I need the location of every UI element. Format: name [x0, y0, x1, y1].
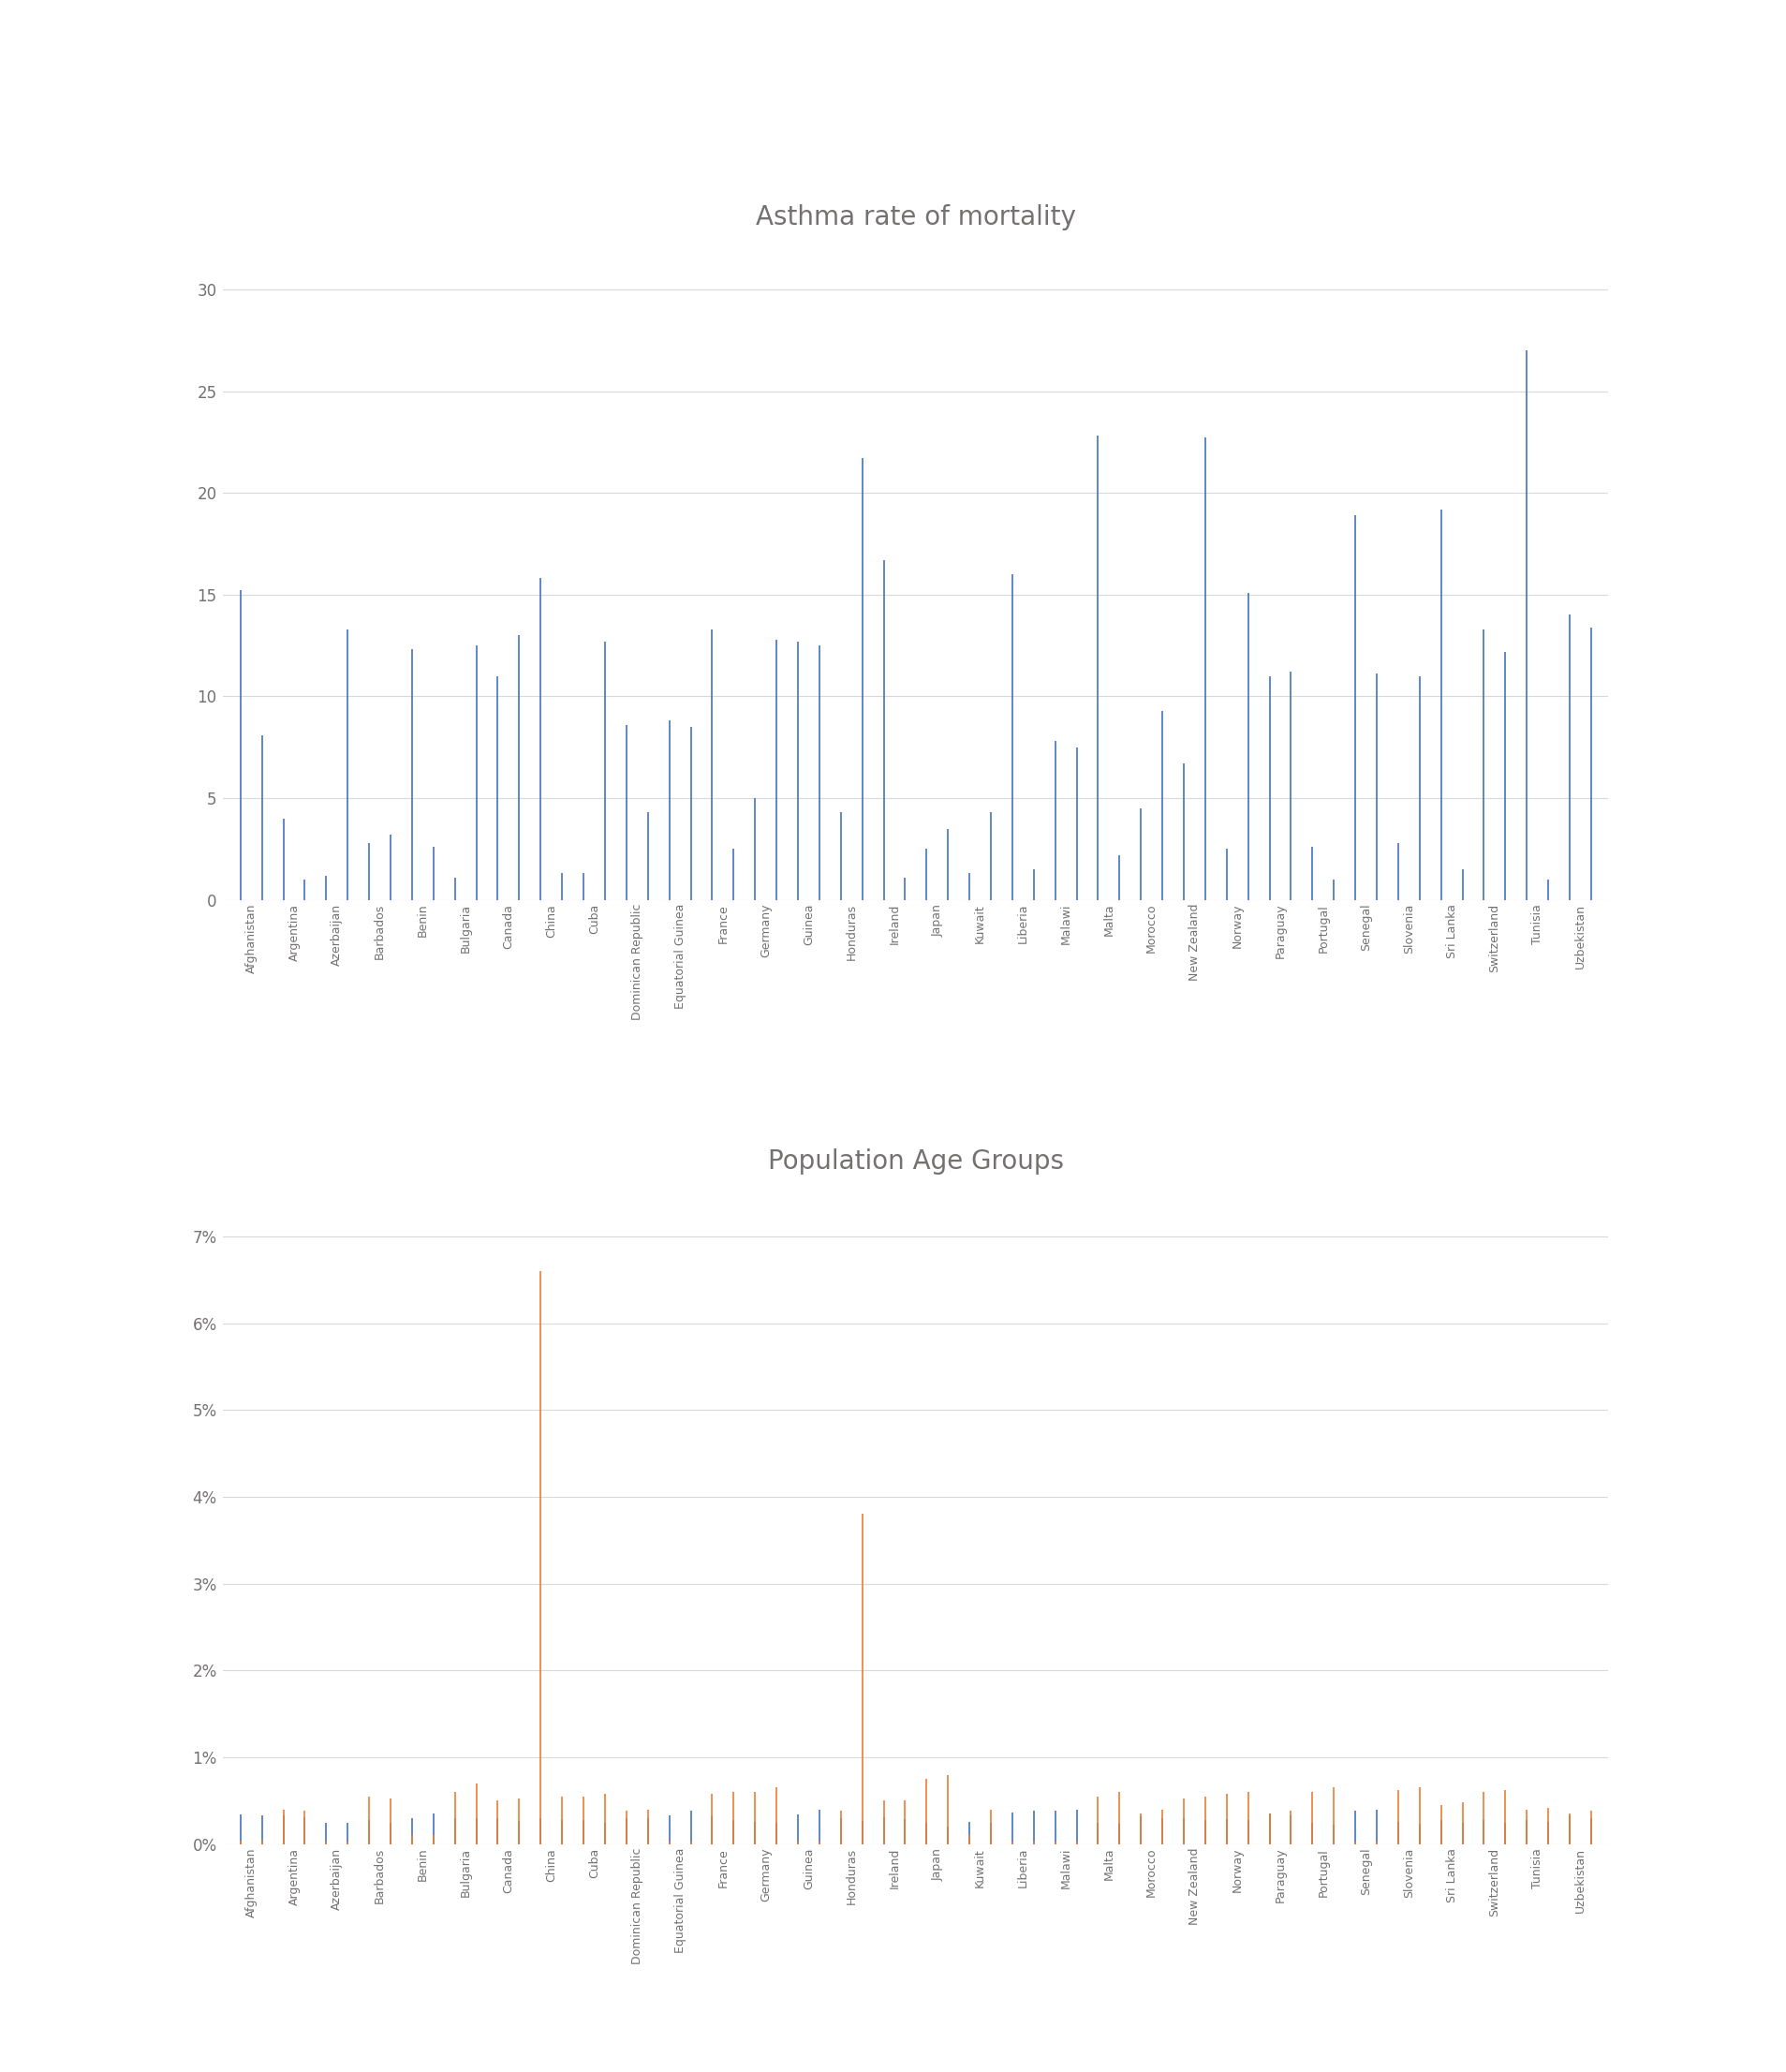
Title: Asthma rate of mortality: Asthma rate of mortality: [755, 205, 1075, 230]
Title: Population Age Groups: Population Age Groups: [768, 1148, 1063, 1175]
